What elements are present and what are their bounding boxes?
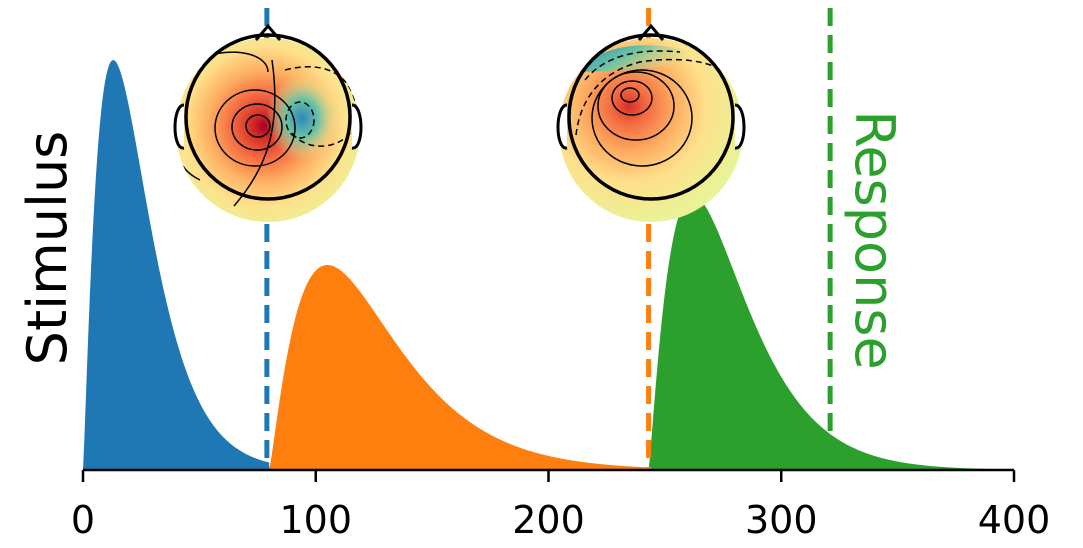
topomap-contours	[182, 51, 296, 207]
x-tick-label-200: 200	[512, 498, 585, 542]
response-label: Response	[843, 110, 906, 369]
head-outline	[567, 33, 735, 201]
right-ear-icon	[734, 103, 746, 150]
topomap-negative-contours	[575, 50, 721, 136]
topomap-negative-contours	[284, 66, 358, 147]
x-tick-label-400: 400	[978, 498, 1051, 542]
topomap-response-locked	[556, 23, 746, 222]
right-ear-icon	[351, 103, 363, 150]
area-series-3	[648, 195, 1014, 471]
x-tick-label-0: 0	[71, 498, 95, 542]
stimulus-label: Stimulus	[16, 131, 79, 366]
distribution-areas	[83, 60, 1014, 471]
topomap-contours	[591, 69, 693, 167]
area-series-2	[269, 265, 649, 470]
area-series-1	[83, 60, 270, 470]
x-axis: 0 100 200 300 400	[71, 468, 1051, 542]
head-outline	[184, 33, 352, 201]
x-tick-label-300: 300	[745, 498, 818, 542]
left-ear-icon	[173, 103, 185, 150]
event-lines	[264, 8, 833, 470]
x-tick-label-100: 100	[279, 498, 352, 542]
left-ear-icon	[556, 103, 568, 150]
topomap-stimulus-locked	[173, 23, 363, 222]
topomap-negative-field	[266, 76, 338, 160]
